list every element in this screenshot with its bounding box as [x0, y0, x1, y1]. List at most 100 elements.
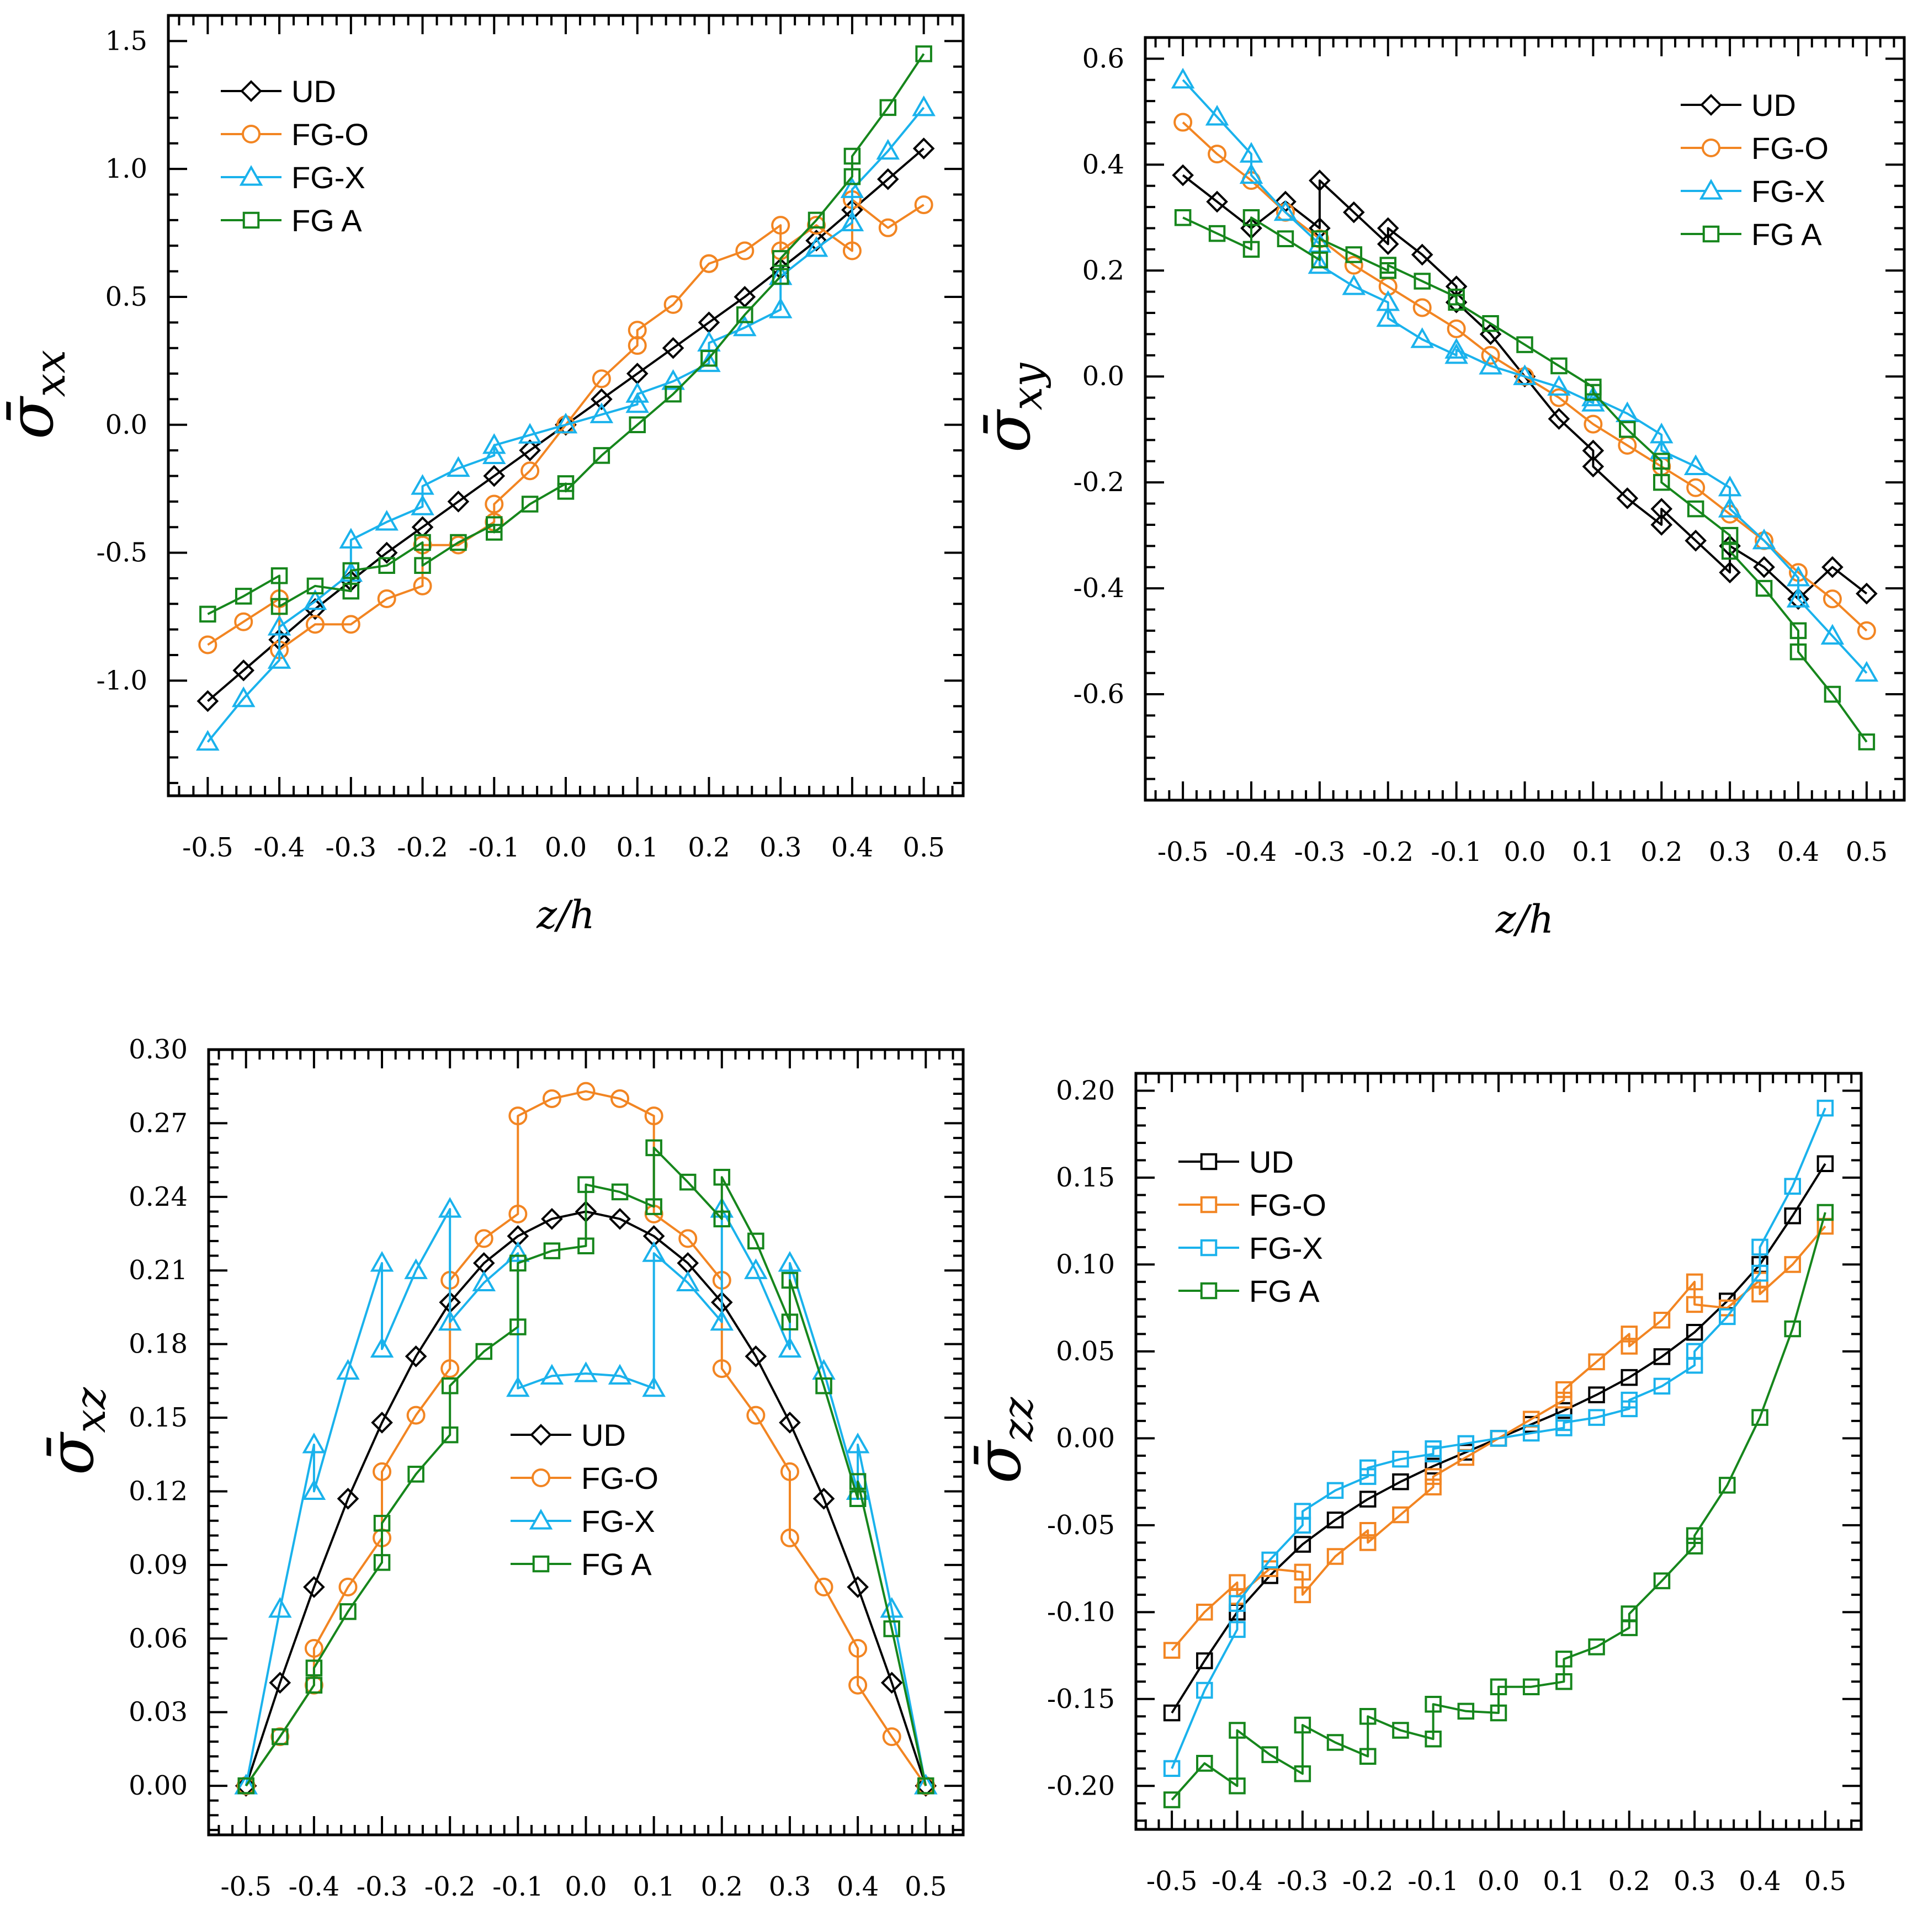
x-tick-label: -0.1 [1431, 837, 1482, 867]
data-point [1326, 1548, 1344, 1565]
legend-label: FG-O [1249, 1188, 1326, 1222]
data-point [679, 1173, 697, 1191]
data-point [768, 297, 793, 318]
data-point [474, 1229, 493, 1248]
data-point [1414, 273, 1431, 290]
data-point [1172, 164, 1194, 187]
data-point [302, 1433, 326, 1454]
data-point [485, 494, 504, 514]
data-point [1377, 233, 1399, 256]
data-point [1856, 582, 1878, 605]
data-point [1444, 338, 1468, 359]
data-point [1751, 1238, 1768, 1256]
x-tick-label: -0.5 [1146, 1866, 1198, 1897]
data-point [1273, 200, 1298, 221]
y-tick-label: 1.5 [105, 25, 147, 56]
data-point [700, 349, 718, 367]
series-line-fg-x [206, 107, 925, 743]
data-point [1229, 1722, 1246, 1739]
data-point [1412, 298, 1432, 317]
x-tick-label: 0.4 [1739, 1866, 1781, 1897]
x-axis-title: z/h [1469, 1926, 1528, 1932]
y-tick-label: -0.05 [1047, 1510, 1115, 1541]
y-tick-label: -0.5 [96, 537, 147, 568]
data-point [1547, 375, 1571, 396]
legend-label: FG-O [581, 1461, 658, 1495]
data-point [912, 137, 935, 159]
data-point [1555, 1651, 1573, 1668]
x-tick-label: -0.5 [1157, 837, 1209, 867]
y-tick-label: 0.00 [129, 1770, 188, 1801]
data-point [1425, 1730, 1442, 1748]
data-point [414, 557, 431, 574]
y-axis-title: σ̄xy [973, 363, 1051, 453]
data-point [1621, 1400, 1638, 1418]
data-point [438, 1197, 462, 1218]
data-point [267, 648, 291, 669]
data-point [339, 528, 363, 549]
data-point [1448, 294, 1465, 311]
data-point [781, 1271, 799, 1289]
data-point [404, 1258, 428, 1279]
data-point [849, 1473, 867, 1490]
x-tick-label: 0.2 [1640, 837, 1682, 867]
data-point [370, 1337, 394, 1358]
data-point [882, 1727, 901, 1747]
data-point [1784, 1178, 1801, 1195]
x-tick-label: -0.3 [326, 832, 377, 863]
y-tick-label: 0.20 [1056, 1075, 1115, 1106]
data-point [1588, 1638, 1605, 1656]
data-point [1205, 105, 1229, 126]
data-point [1824, 685, 1841, 703]
data-point [1359, 1468, 1377, 1485]
y-tick-label: -1.0 [96, 665, 147, 696]
x-tick-label: 0.0 [1504, 837, 1545, 867]
data-point [1294, 1536, 1311, 1553]
data-point [557, 483, 575, 500]
data-point [441, 1426, 459, 1444]
data-point [1858, 733, 1876, 751]
data-point [1584, 414, 1603, 434]
data-point [521, 496, 539, 513]
data-point [1163, 1791, 1181, 1808]
data-point [1857, 621, 1876, 640]
data-point [1721, 526, 1739, 544]
data-point [373, 1514, 391, 1532]
data-point [808, 211, 825, 229]
x-tick-label: 0.4 [837, 1871, 879, 1902]
data-point [272, 1728, 289, 1745]
data-point [1550, 357, 1568, 375]
data-point [1457, 1702, 1475, 1720]
data-point [1392, 1506, 1409, 1524]
data-point [1311, 230, 1329, 247]
x-tick-label: -0.2 [1362, 837, 1414, 867]
data-point [1621, 1338, 1638, 1355]
data-point [1294, 1503, 1311, 1520]
data-point [1555, 1414, 1573, 1431]
y-axis-title: σ̄zz [963, 1397, 1042, 1483]
x-tick-label: -0.4 [1226, 837, 1277, 867]
data-point [1229, 1595, 1246, 1612]
data-point [541, 1208, 563, 1230]
data-point [1326, 1482, 1344, 1499]
data-point [338, 1577, 358, 1596]
data-point [303, 589, 327, 610]
y-tick-label: -0.4 [1073, 573, 1124, 604]
x-tick-label: 0.1 [633, 1871, 674, 1902]
data-point [235, 588, 252, 605]
y-tick-label: 0.6 [1082, 43, 1124, 74]
x-tick-label: -0.5 [182, 832, 233, 863]
x-tick-label: 0.5 [1804, 1866, 1846, 1897]
y-tick-label: 0.27 [129, 1108, 188, 1138]
data-point [1311, 251, 1329, 269]
data-point [1719, 561, 1741, 584]
data-point [1555, 1673, 1573, 1690]
data-point [1683, 454, 1708, 475]
legend-label: FG-X [1249, 1231, 1323, 1265]
legend-label: FG A [1751, 217, 1822, 252]
data-point [305, 1659, 323, 1676]
data-point [1196, 1652, 1213, 1669]
data-point [849, 1490, 867, 1508]
data-point [1784, 1256, 1801, 1273]
